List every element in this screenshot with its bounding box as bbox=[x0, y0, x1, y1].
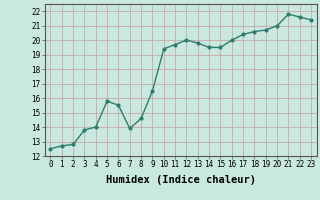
X-axis label: Humidex (Indice chaleur): Humidex (Indice chaleur) bbox=[106, 175, 256, 185]
